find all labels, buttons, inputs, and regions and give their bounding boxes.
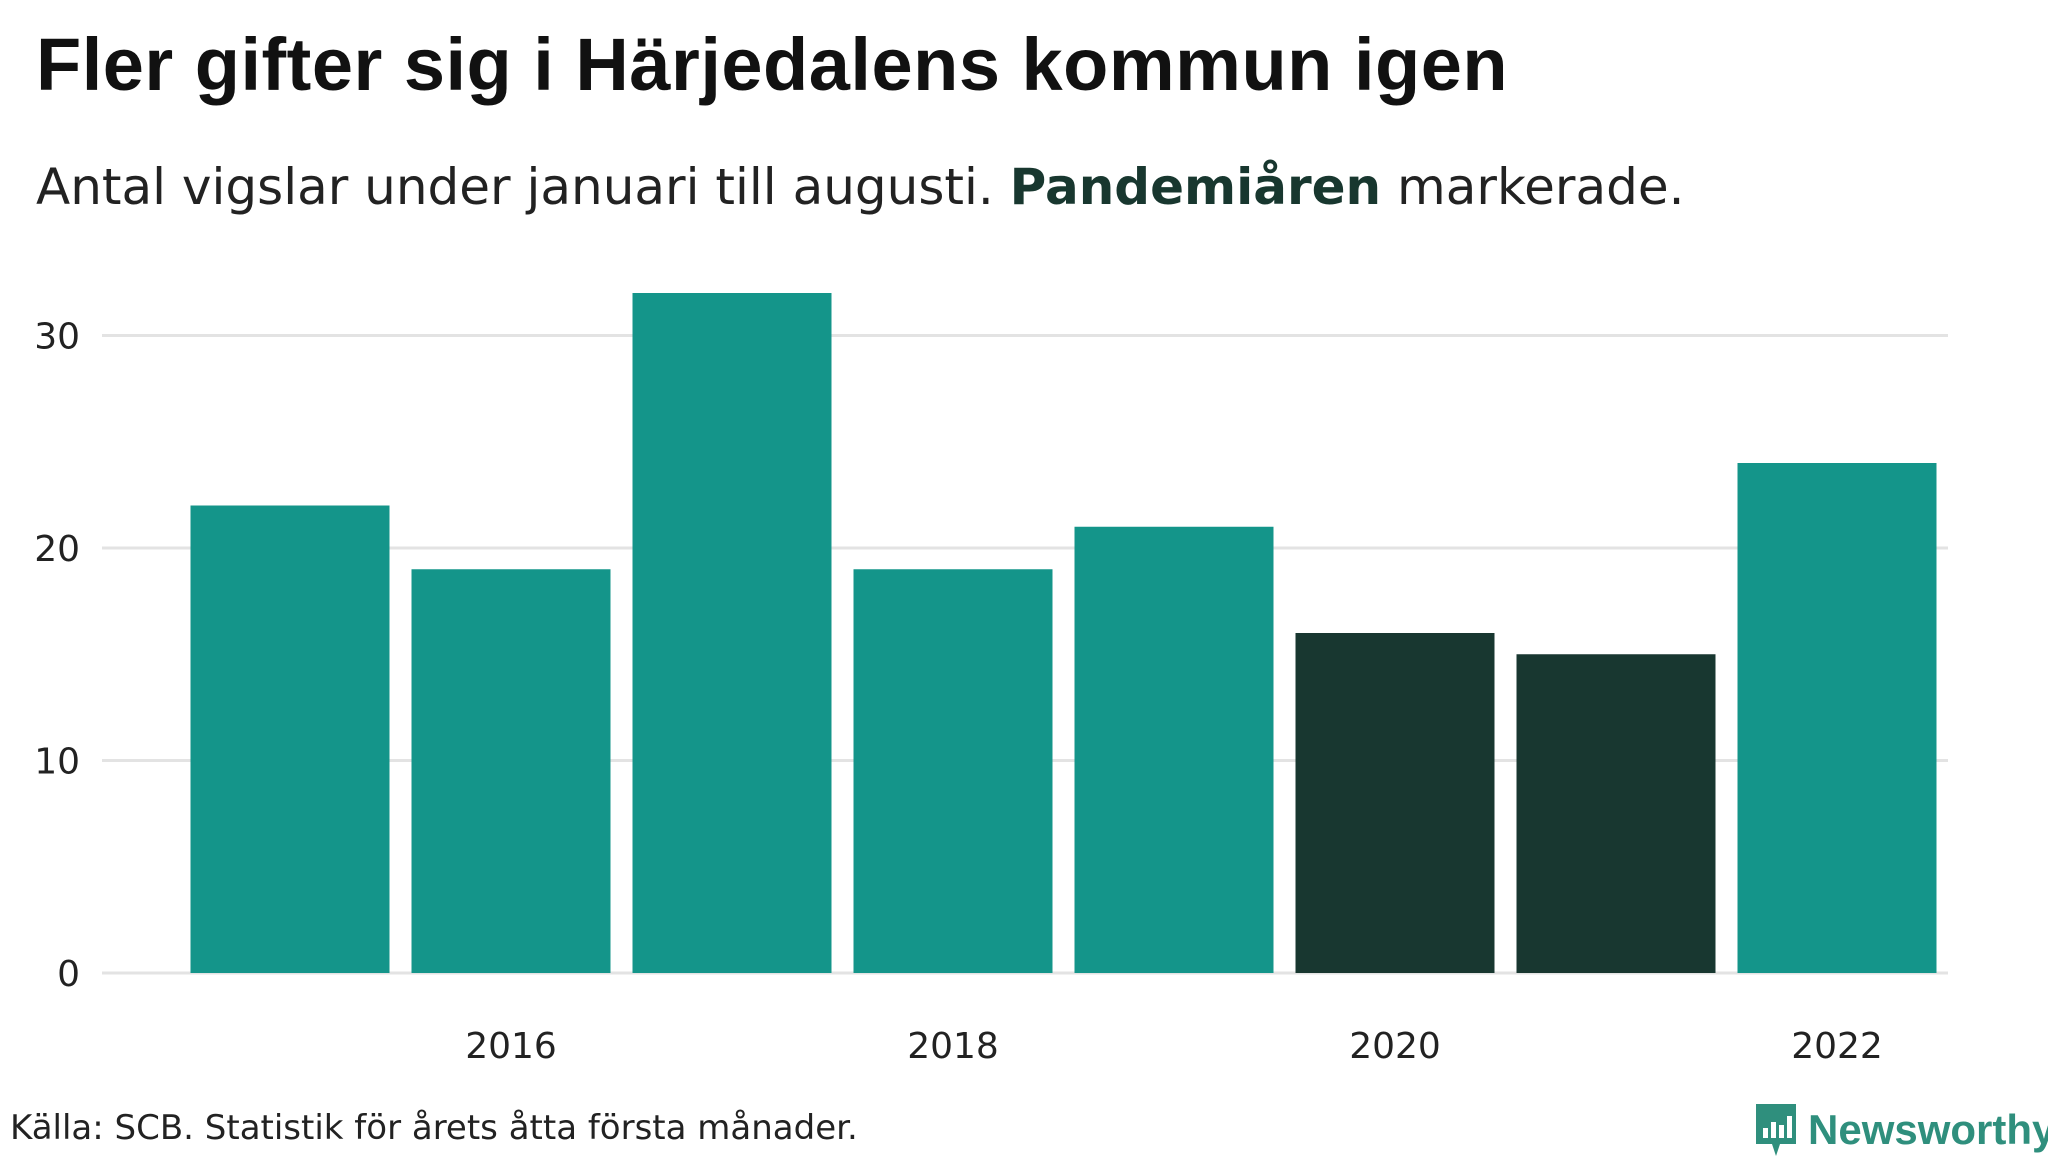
source-note: Källa: SCB. Statistik för årets åtta för… <box>10 1108 858 1148</box>
bar-2017 <box>632 293 832 973</box>
subtitle-text-end: markerade. <box>1381 158 1685 216</box>
bar-2018 <box>853 569 1053 973</box>
bar-chart: 0 10 20 30 2016 2018 2020 2022 <box>34 293 1948 1067</box>
bar-2021 <box>1516 654 1716 973</box>
chart-subtitle: Antal vigslar under januari till augusti… <box>36 158 1684 216</box>
x-tick-label: 2020 <box>1349 1026 1441 1067</box>
bar-2019 <box>1074 526 1274 973</box>
x-tick-label: 2022 <box>1791 1026 1883 1067</box>
y-tick-label: 0 <box>57 954 80 995</box>
bar-2016 <box>411 569 611 973</box>
y-tick-label: 20 <box>34 529 80 570</box>
bars <box>190 293 1937 973</box>
y-axis-tick-labels: 0 10 20 30 <box>34 317 80 996</box>
x-tick-label: 2016 <box>465 1026 557 1067</box>
x-tick-label: 2018 <box>907 1026 999 1067</box>
brand-name: Newsworthy <box>1808 1106 2048 1153</box>
chart-title: Fler gifter sig i Härjedalens kommun ige… <box>36 23 1509 106</box>
x-axis-tick-labels: 2016 2018 2020 2022 <box>465 1026 1883 1067</box>
y-tick-label: 30 <box>34 317 80 358</box>
newsworthy-logo-icon <box>1756 1104 1796 1156</box>
bar-2020 <box>1295 633 1495 973</box>
y-tick-label: 10 <box>34 742 80 783</box>
bar-2015 <box>190 505 390 973</box>
subtitle-highlight-pandemic-years: Pandemiåren <box>1009 158 1382 216</box>
subtitle-text-start: Antal vigslar under januari till augusti… <box>36 158 1010 216</box>
newsworthy-brand: Newsworthy <box>1752 1098 2048 1162</box>
bar-2022 <box>1737 463 1937 973</box>
